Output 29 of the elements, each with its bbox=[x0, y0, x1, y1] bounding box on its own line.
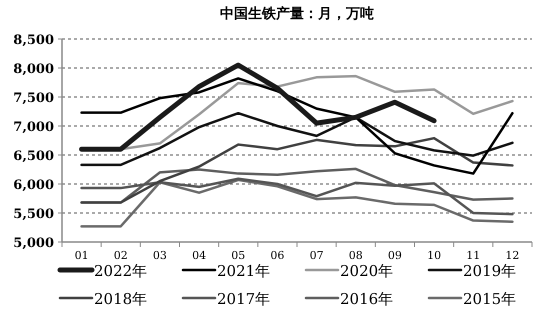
y-tick-label: 5,000 bbox=[13, 236, 54, 251]
y-tick-label: 7,500 bbox=[13, 91, 54, 106]
x-tick-label: 08 bbox=[348, 249, 363, 262]
x-tick-label: 09 bbox=[388, 249, 402, 262]
legend-label: 2020年 bbox=[340, 262, 394, 280]
y-tick-label: 6,000 bbox=[13, 178, 54, 193]
y-tick-label: 8,500 bbox=[13, 33, 54, 48]
chart-title: 中国生铁产量：月，万吨 bbox=[220, 5, 374, 22]
x-tick-label: 04 bbox=[192, 249, 206, 262]
y-tick-label: 5,500 bbox=[13, 207, 54, 222]
x-tick-label: 01 bbox=[74, 249, 89, 262]
x-tick-label: 07 bbox=[310, 249, 324, 262]
legend-label: 2015年 bbox=[463, 290, 516, 308]
y-tick-label: 8,000 bbox=[13, 62, 54, 77]
legend-label: 2021年 bbox=[217, 262, 270, 280]
x-tick-label: 12 bbox=[505, 249, 520, 262]
legend-label: 2017年 bbox=[217, 290, 270, 308]
legend-label: 2018年 bbox=[94, 290, 148, 308]
legend-label: 2019年 bbox=[463, 262, 516, 280]
x-tick-label: 06 bbox=[270, 249, 284, 262]
y-tick-label: 7,000 bbox=[13, 120, 54, 135]
x-tick-label: 11 bbox=[466, 249, 480, 262]
legend-label: 2022年 bbox=[94, 262, 148, 280]
x-tick-label: 10 bbox=[427, 249, 442, 262]
legend-label: 2016年 bbox=[340, 290, 394, 308]
x-tick-label: 05 bbox=[231, 249, 246, 262]
y-tick-label: 6,500 bbox=[13, 149, 54, 164]
x-tick-label: 03 bbox=[152, 249, 167, 262]
x-tick-label: 02 bbox=[114, 249, 128, 262]
